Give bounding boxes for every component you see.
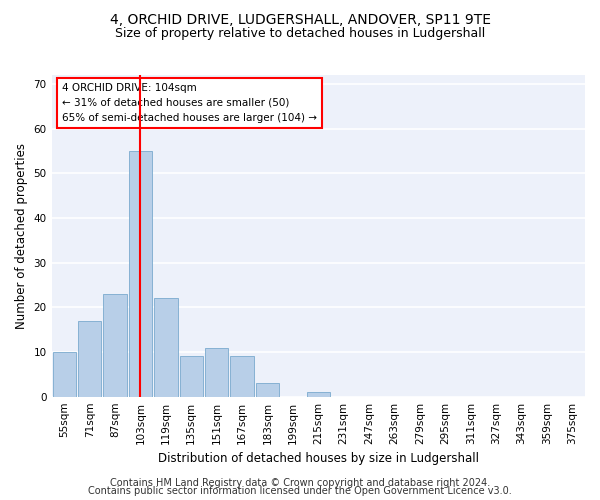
Bar bbox=[78, 320, 101, 396]
Bar bbox=[256, 384, 279, 396]
Text: Size of property relative to detached houses in Ludgershall: Size of property relative to detached ho… bbox=[115, 28, 485, 40]
Bar bbox=[230, 356, 254, 397]
Bar bbox=[179, 356, 203, 397]
X-axis label: Distribution of detached houses by size in Ludgershall: Distribution of detached houses by size … bbox=[158, 452, 479, 465]
Y-axis label: Number of detached properties: Number of detached properties bbox=[15, 143, 28, 329]
Text: Contains public sector information licensed under the Open Government Licence v3: Contains public sector information licen… bbox=[88, 486, 512, 496]
Text: 4 ORCHID DRIVE: 104sqm
← 31% of detached houses are smaller (50)
65% of semi-det: 4 ORCHID DRIVE: 104sqm ← 31% of detached… bbox=[62, 83, 317, 122]
Bar bbox=[307, 392, 330, 396]
Text: 4, ORCHID DRIVE, LUDGERSHALL, ANDOVER, SP11 9TE: 4, ORCHID DRIVE, LUDGERSHALL, ANDOVER, S… bbox=[110, 12, 491, 26]
Bar bbox=[129, 151, 152, 396]
Bar bbox=[53, 352, 76, 397]
Bar bbox=[103, 294, 127, 396]
Bar bbox=[154, 298, 178, 396]
Text: Contains HM Land Registry data © Crown copyright and database right 2024.: Contains HM Land Registry data © Crown c… bbox=[110, 478, 490, 488]
Bar bbox=[205, 348, 229, 397]
